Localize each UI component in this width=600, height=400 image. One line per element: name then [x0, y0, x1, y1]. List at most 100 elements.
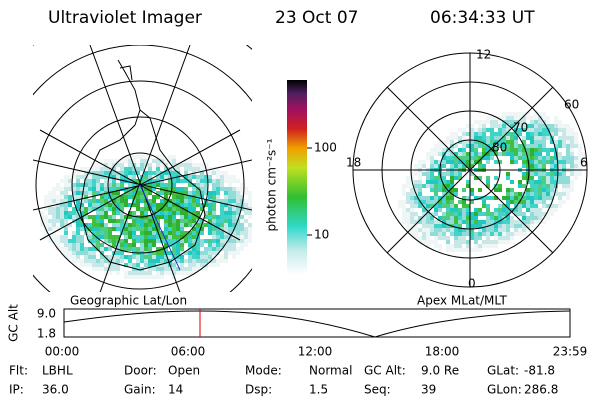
pixel: [184, 231, 188, 235]
pixel: [112, 223, 116, 227]
pixel: [140, 271, 144, 275]
pixel: [112, 183, 116, 187]
pixel: [570, 144, 574, 148]
pixel: [506, 128, 510, 132]
pixel: [148, 271, 152, 275]
pixel: [546, 196, 550, 200]
pixel: [470, 132, 474, 136]
pixel: [510, 188, 514, 192]
pixel: [132, 179, 136, 183]
pixel: [100, 243, 104, 247]
pixel: [518, 112, 522, 116]
pixel: [418, 180, 422, 184]
pixel: [156, 271, 160, 275]
pixel: [212, 251, 216, 255]
pixel: [430, 224, 434, 228]
pixel: [538, 132, 542, 136]
pixel: [152, 267, 156, 271]
pixel: [522, 204, 526, 208]
pixel: [506, 132, 510, 136]
pixel: [248, 191, 252, 195]
pixel: [450, 216, 454, 220]
pixel: [140, 155, 144, 159]
pixel: [538, 188, 542, 192]
pixel: [192, 215, 196, 219]
pixel: [76, 247, 80, 251]
x-tick-label: 00:00: [45, 345, 80, 359]
pixel: [232, 247, 236, 251]
pixel: [60, 179, 64, 183]
pixel: [498, 116, 502, 120]
pixel: [68, 187, 72, 191]
pixel: [546, 120, 550, 124]
pixel: [442, 156, 446, 160]
pixel: [518, 184, 522, 188]
pixel: [52, 219, 56, 223]
pixel: [108, 179, 112, 183]
pixel: [498, 208, 502, 212]
pixel: [108, 163, 112, 167]
pixel: [418, 220, 422, 224]
pixel: [534, 148, 538, 152]
pixel: [64, 191, 68, 195]
pixel: [108, 207, 112, 211]
pixel: [502, 136, 506, 140]
pixel: [474, 248, 478, 252]
pixel: [116, 187, 120, 191]
pixel: [76, 203, 80, 207]
pixel: [192, 191, 196, 195]
pixel: [518, 128, 522, 132]
pixel: [466, 224, 470, 228]
pixel: [180, 219, 184, 223]
pixel: [442, 172, 446, 176]
pixel: [526, 204, 530, 208]
pixel: [462, 196, 466, 200]
pixel: [438, 236, 442, 240]
pixel: [506, 208, 510, 212]
pixel: [426, 228, 430, 232]
pixel: [518, 120, 522, 124]
pixel: [184, 199, 188, 203]
pixel: [136, 199, 140, 203]
pixel: [116, 235, 120, 239]
pixel: [252, 207, 256, 211]
pixel: [546, 132, 550, 136]
field-label: GC Alt:: [364, 364, 406, 378]
pixel: [510, 208, 514, 212]
pixel: [164, 187, 168, 191]
pixel: [470, 160, 474, 164]
pixel: [426, 176, 430, 180]
pixel: [450, 148, 454, 152]
pixel: [172, 163, 176, 167]
pixel: [144, 155, 148, 159]
pixel: [228, 187, 232, 191]
pixel: [100, 267, 104, 271]
pixel: [494, 136, 498, 140]
pixel: [168, 203, 172, 207]
pixel: [248, 223, 252, 227]
pixel: [506, 192, 510, 196]
pixel: [438, 208, 442, 212]
pixel: [526, 176, 530, 180]
pixel: [204, 259, 208, 263]
pixel: [566, 128, 570, 132]
pixel: [132, 267, 136, 271]
pixel: [442, 236, 446, 240]
pixel: [442, 232, 446, 236]
pixel: [132, 167, 136, 171]
pixel: [442, 196, 446, 200]
pixel: [546, 148, 550, 152]
pixel: [426, 172, 430, 176]
pixel: [188, 195, 192, 199]
pixel: [534, 216, 538, 220]
pixel: [80, 207, 84, 211]
pixel: [196, 255, 200, 259]
pixel: [212, 207, 216, 211]
pixel: [422, 240, 426, 244]
pixel: [446, 216, 450, 220]
pixel: [76, 251, 80, 255]
pixel: [140, 211, 144, 215]
pixel: [546, 152, 550, 156]
pixel: [538, 144, 542, 148]
pixel: [466, 232, 470, 236]
